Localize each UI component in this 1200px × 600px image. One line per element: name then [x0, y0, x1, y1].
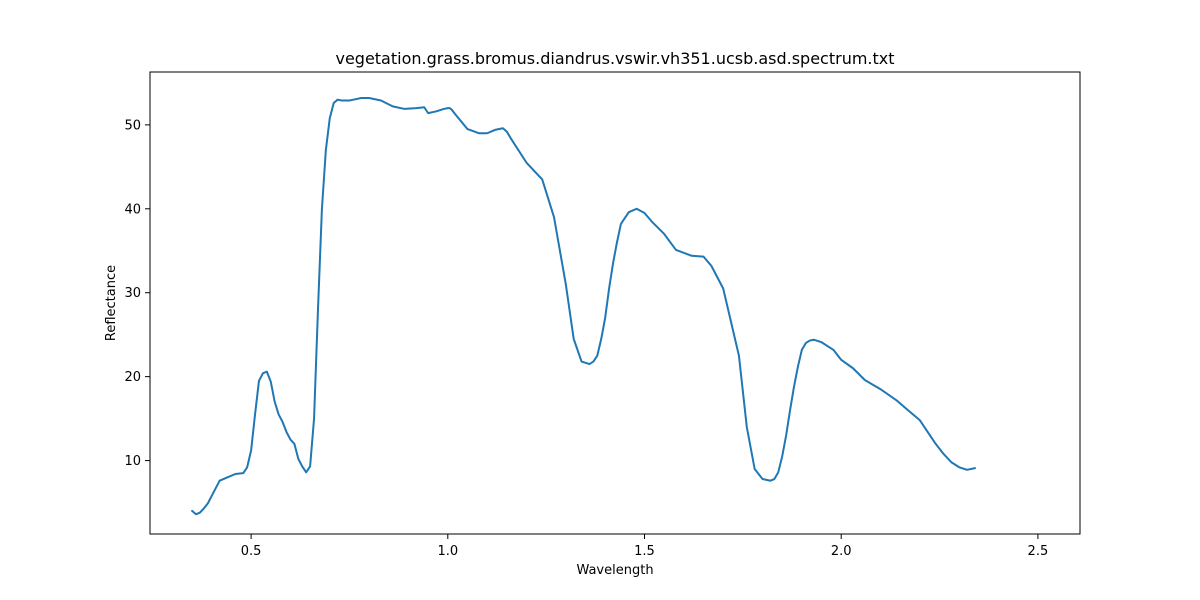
spectrum-line: [191, 97, 976, 516]
axes-layer: 0.5 1.0 1.5 2.0 2.5 10 20 30 40 50: [124, 118, 1048, 559]
x-tick-label: 2.5: [1028, 544, 1049, 559]
y-tick-label: 10: [124, 454, 141, 469]
plot-layer: [191, 97, 976, 516]
plot-frame: [149, 71, 1081, 535]
x-tick-label: 0.5: [241, 544, 262, 559]
x-tick-label: 2.0: [831, 544, 852, 559]
x-tick-label: 1.5: [634, 544, 655, 559]
y-axis-label: Reflectance: [104, 265, 119, 341]
y-tick-label: 20: [124, 370, 141, 385]
x-axis-label: Wavelength: [576, 563, 653, 578]
y-tick-label: 30: [124, 286, 141, 301]
chart-title: vegetation.grass.bromus.diandrus.vswir.v…: [335, 49, 894, 68]
y-tick-label: 50: [124, 118, 141, 133]
x-tick-label: 1.0: [437, 544, 458, 559]
y-tick-label: 40: [124, 202, 141, 217]
